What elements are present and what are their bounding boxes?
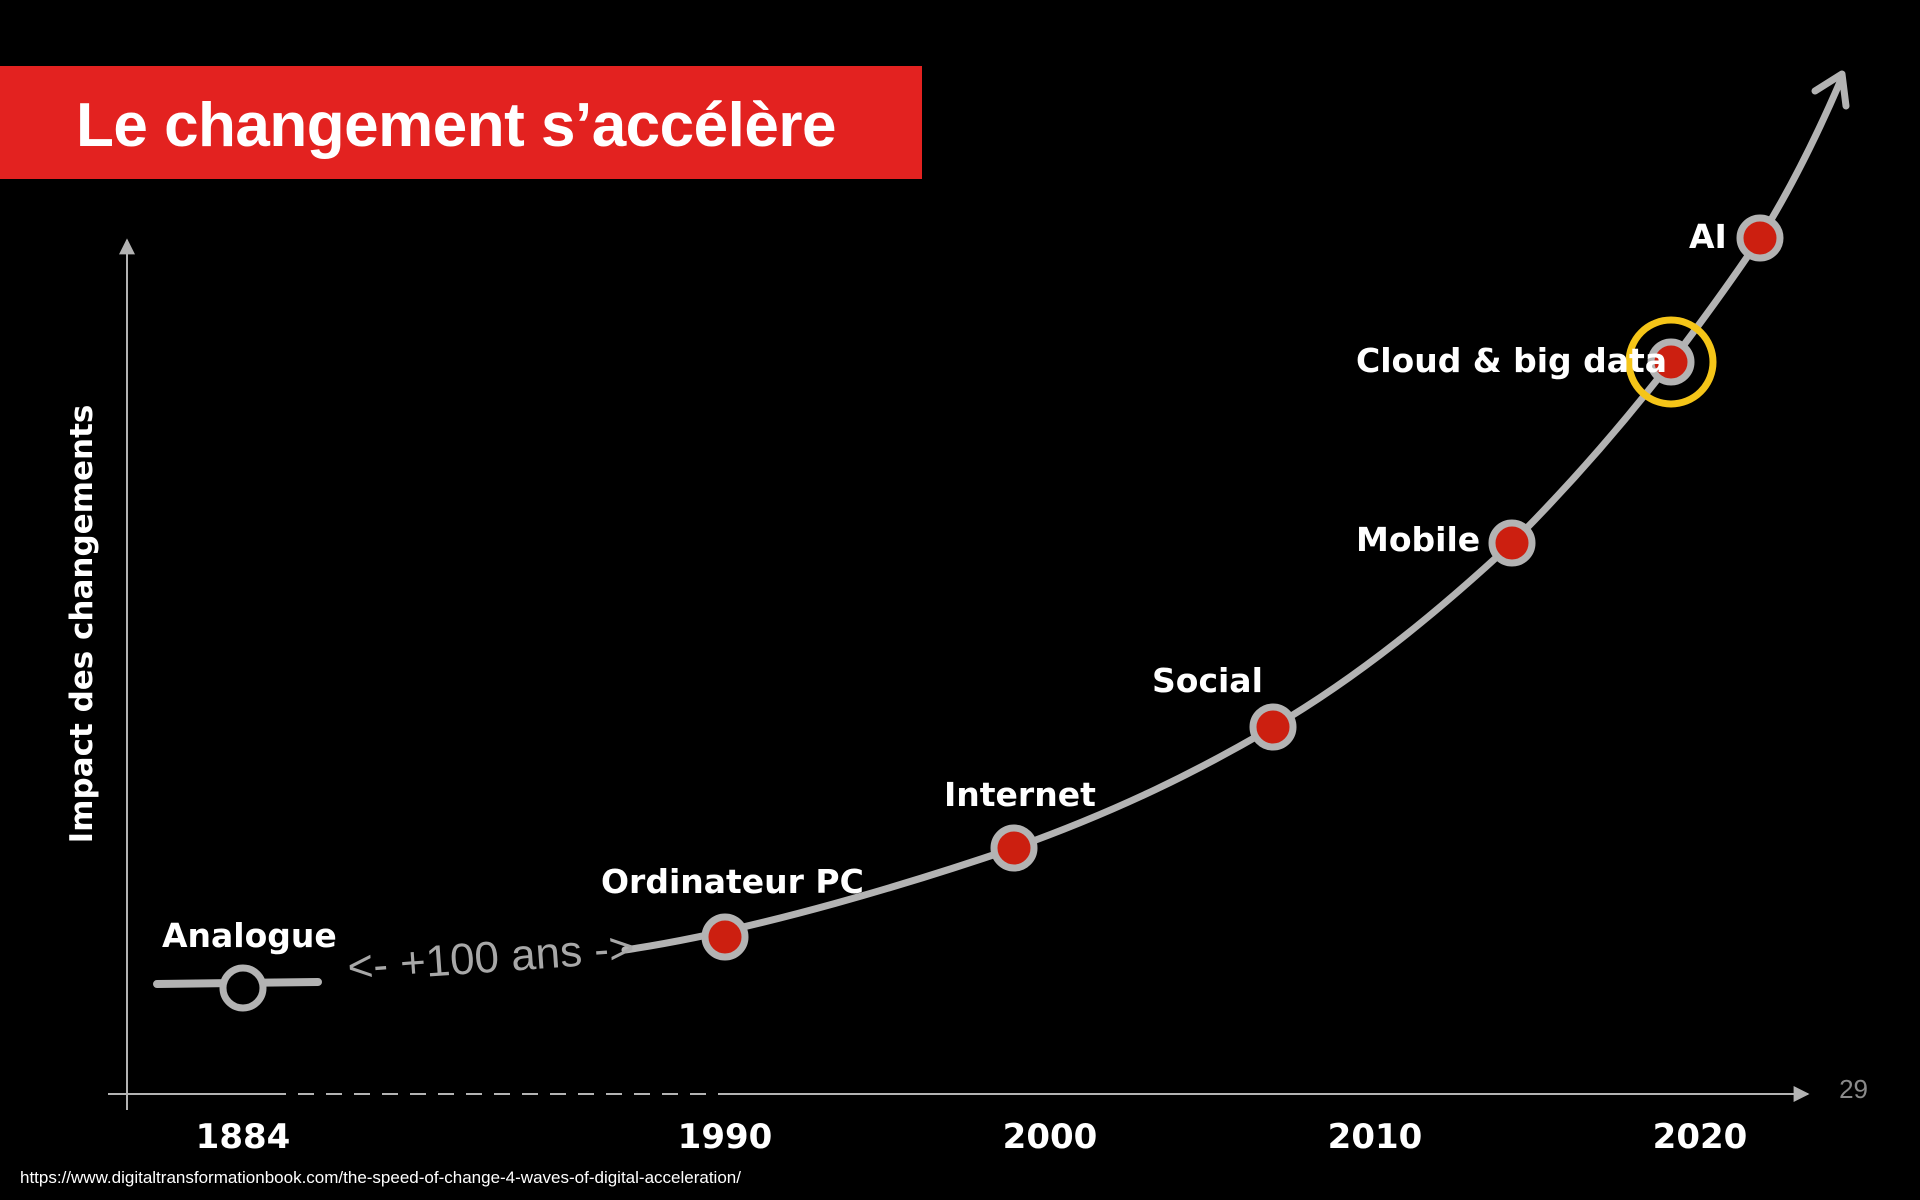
x-tick-label: 1990: [678, 1117, 773, 1157]
milestone-marker: [219, 964, 267, 1012]
milestone-label: AI: [1689, 217, 1727, 256]
x-tick-label: 2000: [1003, 1117, 1098, 1157]
milestone-label: Social: [1152, 661, 1263, 700]
milestone-marker: [1736, 214, 1784, 262]
x-tick-label: 2020: [1653, 1117, 1748, 1157]
page-title: Le changement s’accélère: [76, 91, 836, 160]
milestone-label: Mobile: [1356, 520, 1480, 559]
milestone-label: Cloud & big data: [1356, 341, 1667, 380]
milestone-marker: [1249, 703, 1297, 751]
highlight-ring: [1625, 316, 1717, 408]
title-banner: [0, 66, 922, 179]
milestone-cloud-big-data: Cloud & big data: [1356, 316, 1717, 408]
milestone-ai: AI: [1689, 214, 1784, 262]
milestone-ordinateur-pc: Ordinateur PC: [601, 862, 864, 961]
milestone-label: Internet: [944, 775, 1096, 814]
milestone-analogue: Analogue: [162, 916, 337, 1012]
gap-note: <- +100 ans ->: [346, 923, 636, 992]
milestone-marker: [701, 913, 749, 961]
milestone-label: Ordinateur PC: [601, 862, 864, 901]
milestone-mobile: Mobile: [1356, 519, 1536, 567]
milestone-internet: Internet: [944, 775, 1096, 872]
source-link[interactable]: https://www.digitaltransformationbook.co…: [20, 1168, 741, 1187]
milestone-marker: [1488, 519, 1536, 567]
x-tick-label: 2010: [1328, 1117, 1423, 1157]
milestone-label: Analogue: [162, 916, 337, 955]
y-axis-label: Impact des changements: [64, 405, 100, 844]
milestone-marker: [1647, 338, 1695, 386]
milestone-marker: [990, 824, 1038, 872]
growth-curve: [621, 78, 1844, 954]
page-number: 29: [1839, 1074, 1868, 1104]
x-tick-label: 1884: [196, 1117, 291, 1157]
milestone-social: Social: [1152, 661, 1297, 751]
growth-arrowhead: [1811, 70, 1850, 110]
